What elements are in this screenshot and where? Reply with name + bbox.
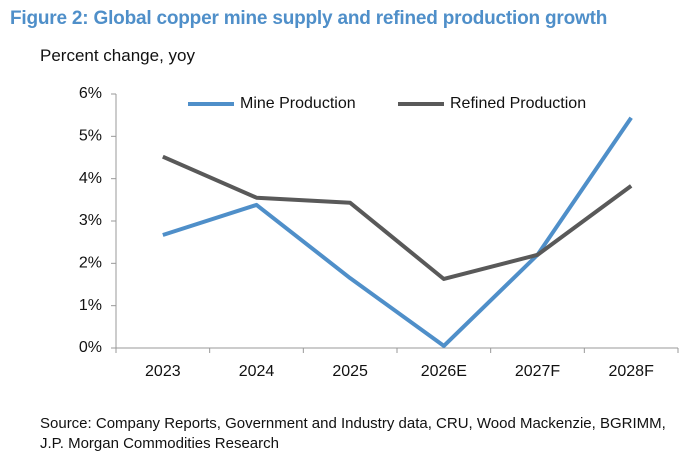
x-tick-label: 2027F (515, 363, 561, 380)
chart: 0% 1% 2% 3% 4% 5% 6% 2023 2024 2025 2026E 2027F 2028… (79, 85, 679, 380)
x-tick-label: 2028F (608, 363, 654, 380)
x-tick-label: 2023 (145, 363, 181, 380)
chart-subtitle: Percent change, yoy (40, 46, 195, 65)
x-tick-label: 2025 (332, 363, 368, 380)
source-note: Source: Company Reports, Government and … (40, 415, 666, 452)
y-tick-label: 1% (79, 297, 102, 314)
y-tick-label: 5% (79, 128, 102, 145)
y-tick-label: 3% (79, 212, 102, 229)
y-tick-label: 0% (79, 339, 102, 356)
x-tick-label: 2024 (239, 363, 275, 380)
y-tick-label: 2% (79, 255, 102, 272)
chart-title: Figure 2: Global copper mine supply and … (10, 8, 608, 29)
x-tick-label: 2026E (421, 363, 467, 380)
data-line (162, 116, 633, 348)
y-tick-label: 4% (79, 170, 102, 187)
legend-label: Mine Production (240, 95, 356, 112)
data-line (162, 154, 633, 281)
legend-label: Refined Production (450, 95, 586, 112)
y-tick-label: 6% (79, 85, 102, 102)
